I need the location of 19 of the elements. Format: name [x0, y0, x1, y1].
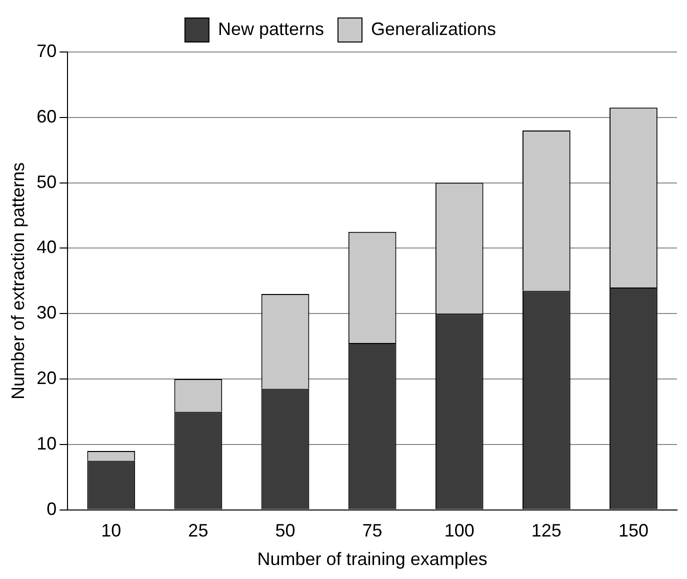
legend-label: Generalizations — [370, 18, 496, 39]
legend-label: New patterns — [218, 18, 324, 39]
x-tick-label: 50 — [275, 520, 296, 541]
x-tick-label: 150 — [618, 520, 648, 541]
y-tick-label: 40 — [36, 237, 57, 258]
x-tick-label: 25 — [188, 520, 208, 541]
x-tick-label: 10 — [101, 520, 122, 541]
x-tick-label: 100 — [444, 520, 474, 541]
y-tick-label: 20 — [36, 368, 57, 388]
y-tick-label: 60 — [36, 106, 57, 126]
x-axis-title: Number of training examples — [257, 549, 488, 570]
y-tick-label: 10 — [36, 433, 57, 454]
x-tick-label: 75 — [362, 520, 382, 541]
y-tick-label: 0 — [46, 498, 57, 519]
y-axis-title: Number of extraction patterns — [8, 162, 28, 400]
y-tick-label: 30 — [36, 302, 57, 323]
y-tick-label: 50 — [36, 172, 57, 192]
x-tick-label: 125 — [531, 520, 562, 541]
y-tick-label: 70 — [36, 40, 57, 61]
